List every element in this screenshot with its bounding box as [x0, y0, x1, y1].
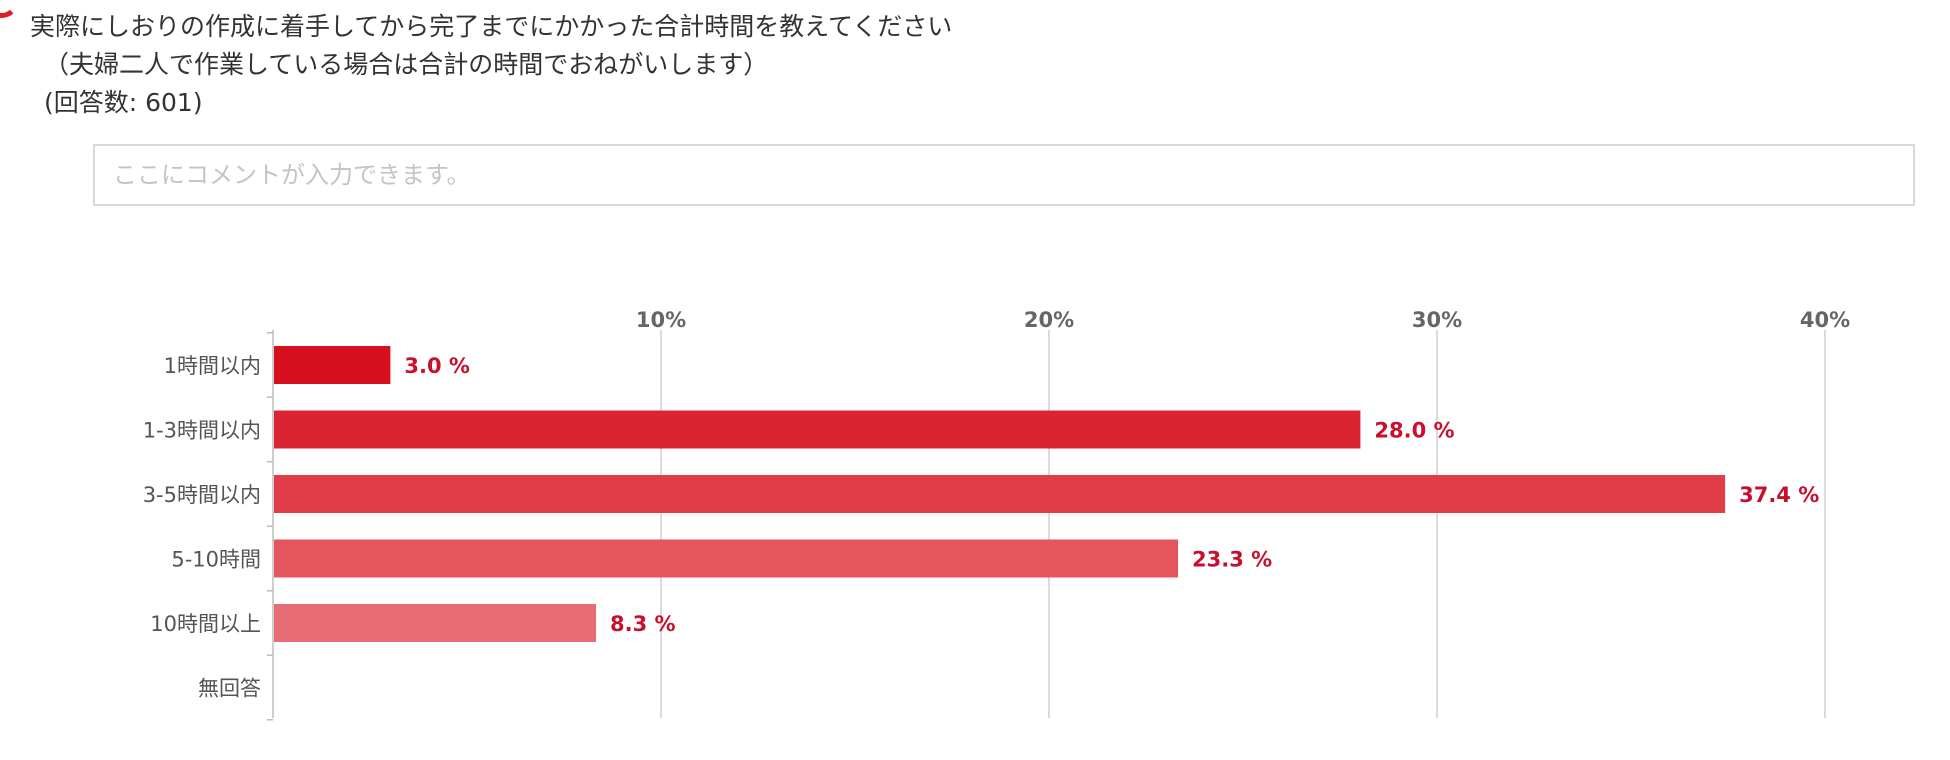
bar [274, 539, 1179, 578]
bar [274, 346, 391, 384]
category-label: 無回答 [198, 677, 261, 701]
response-count: (回答数: 601) [44, 88, 203, 117]
data-label: 3.0 % [404, 354, 470, 378]
x-tick-label: 40% [1800, 308, 1850, 332]
bar-chart: 10% 20% 30% 40% 1時間以内 3.0 % 1-3時間以内 28.0 % 3-5時… [143, 308, 1850, 721]
labels-layer: 1時間以内 3.0 % 1-3時間以内 28.0 % 3-5時間以内 37.4 % 5-10… [143, 354, 1820, 701]
category-label: 1-3時間以内 [143, 419, 261, 443]
data-label: 8.3 % [610, 612, 676, 636]
grid-layer: 10% 20% 30% 40% [267, 308, 1850, 721]
category-label: 3-5時間以内 [143, 483, 261, 507]
category-label: 10時間以上 [150, 612, 261, 636]
question-title: 実際にしおりの作成に着手してから完了までにかかった合計時間を教えてください [30, 12, 953, 41]
corner-accent-mark [0, 0, 18, 18]
question-note: （夫婦二人で作業している場合は合計の時間でおねがいします） [44, 50, 769, 79]
data-label: 28.0 % [1374, 419, 1454, 443]
category-label: 5-10時間 [171, 548, 261, 572]
data-label: 23.3 % [1192, 548, 1272, 572]
category-label: 1時間以内 [164, 354, 261, 378]
comment-input[interactable] [93, 144, 1915, 206]
data-label: 37.4 % [1739, 483, 1819, 507]
x-tick-label: 20% [1024, 308, 1074, 332]
bar [274, 410, 1361, 449]
x-tick-label: 10% [636, 308, 686, 332]
bar [274, 604, 597, 642]
x-tick-label: 30% [1412, 308, 1462, 332]
question-block: 実際にしおりの作成に着手してから完了までにかかった合計時間を教えてください （夫… [30, 8, 952, 122]
bars-layer [274, 346, 1726, 642]
bar [274, 475, 1726, 513]
